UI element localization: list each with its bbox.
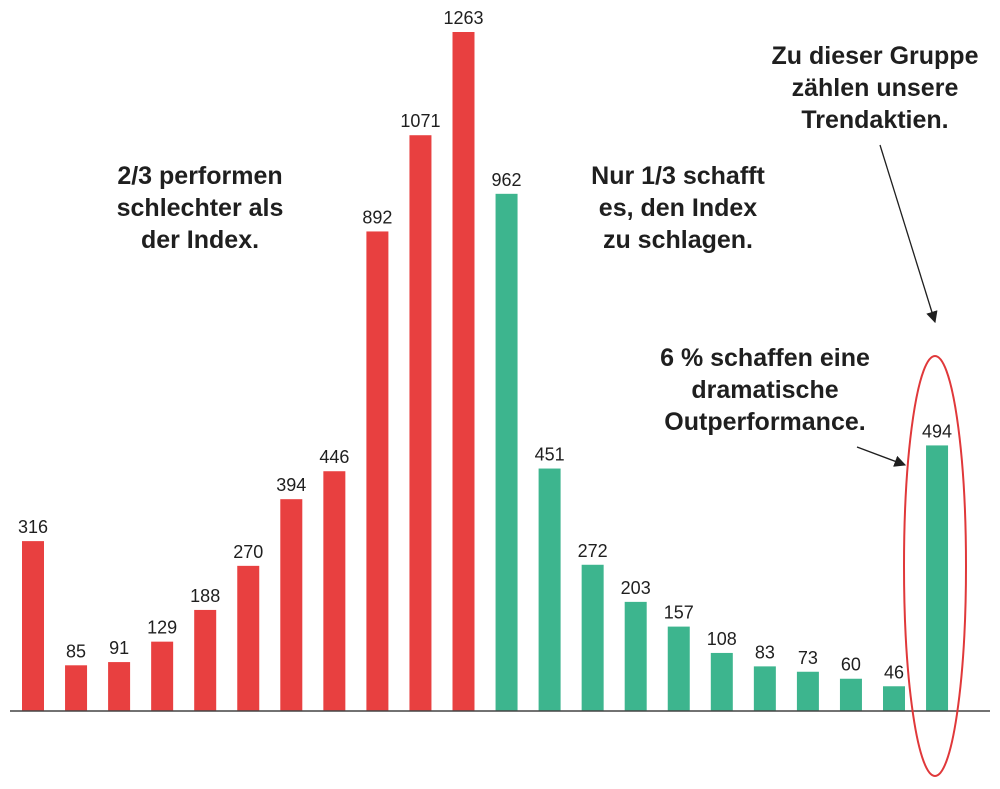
bar-3	[108, 662, 131, 711]
annotation-right-line-1: Nur 1/3 schafft	[591, 162, 765, 190]
bars-layer	[22, 32, 949, 712]
annotation-left-line-3: der Index.	[140, 226, 260, 254]
bar-value-label-5: 188	[190, 586, 220, 606]
bar-12	[495, 193, 518, 711]
bar-4	[151, 641, 174, 711]
annotation-left-line-2: schlechter als	[116, 194, 284, 222]
bar-2	[65, 665, 88, 711]
value-labels-layer: 316 85 91 129 188 270 394 446 892 1071 1263 962 451 2…	[18, 8, 952, 682]
bar-17	[710, 652, 733, 711]
bar-value-label-18: 83	[755, 642, 775, 662]
bar-21	[883, 686, 905, 711]
annotation-right-line-2: es, den Index	[598, 194, 758, 222]
bar-6	[237, 565, 260, 711]
bar-10	[409, 135, 432, 712]
bar-value-label-4: 129	[147, 618, 177, 638]
annotation-left-group: 2/3 performen schlechter als der Index.	[100, 160, 300, 256]
bar-16	[667, 626, 690, 711]
bar-value-label-15: 203	[621, 578, 651, 598]
bar-value-label-21: 46	[884, 662, 904, 682]
annotation-outperf-line-2: dramatische	[691, 376, 839, 404]
annotation-trend-stocks: Zu dieser Gruppe zählen unsere Trendakti…	[760, 40, 990, 136]
arrow-trend-stocks	[879, 144, 938, 324]
bar-value-label-7: 394	[276, 475, 306, 495]
bar-13	[538, 468, 561, 711]
bar-18	[753, 666, 776, 711]
bar-value-label-22: 494	[922, 421, 952, 441]
annotation-outperf-line-1: 6 % schaffen eine	[660, 344, 870, 372]
annotation-right-group: Nur 1/3 schafft es, den Index zu schlage…	[578, 160, 778, 256]
bar-20	[839, 678, 862, 711]
annotation-outperformance: 6 % schaffen eine dramatische Outperform…	[645, 342, 885, 438]
bar-value-label-9: 892	[362, 207, 392, 227]
annotation-right-line-3: zu schlagen.	[602, 226, 754, 254]
bar-value-label-6: 270	[233, 542, 263, 562]
bar-5	[194, 609, 217, 711]
bar-value-label-14: 272	[578, 541, 608, 561]
annotation-trend-line-3: Trendaktien.	[801, 106, 949, 134]
bar-value-label-13: 451	[535, 445, 565, 465]
bar-value-label-11: 1263	[443, 8, 483, 28]
bar-9	[366, 231, 389, 711]
bar-22	[926, 445, 949, 711]
bar-1	[22, 541, 44, 711]
bar-11	[452, 32, 475, 711]
bar-value-label-20: 60	[841, 655, 861, 675]
bar-value-label-17: 108	[707, 629, 737, 649]
annotation-trend-line-2: zählen unsere	[791, 74, 959, 102]
bar-value-label-2: 85	[66, 641, 86, 661]
annotation-outperf-line-3: Outperformance.	[664, 408, 866, 436]
highlight-ellipse	[903, 355, 967, 777]
bar-7	[280, 499, 303, 711]
arrow-outperformance	[856, 446, 907, 467]
bar-value-label-19: 73	[798, 648, 818, 668]
bar-15	[624, 601, 647, 711]
bar-value-label-1: 316	[18, 517, 48, 537]
bar-14	[581, 564, 604, 711]
bar-value-label-3: 91	[109, 638, 129, 658]
bar-value-label-8: 446	[319, 447, 349, 467]
bar-value-label-12: 962	[492, 170, 522, 190]
annotation-left-line-1: 2/3 performen	[117, 162, 283, 190]
annotation-trend-line-1: Zu dieser Gruppe	[771, 42, 979, 70]
bar-19	[796, 671, 819, 711]
bar-value-label-10: 1071	[400, 111, 440, 131]
bar-8	[323, 471, 346, 711]
bar-value-label-16: 157	[664, 603, 694, 623]
